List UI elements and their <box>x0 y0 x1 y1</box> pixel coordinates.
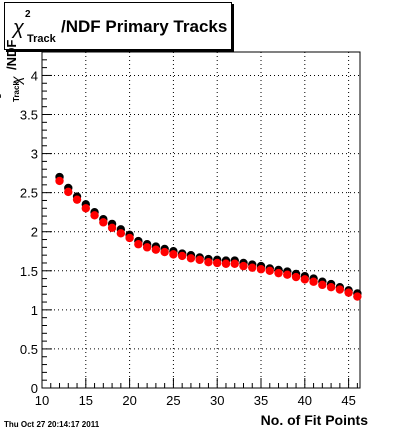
y-tick-label: 0.5 <box>20 342 38 357</box>
axis-ticks <box>41 51 358 389</box>
y-tick-label: 1.5 <box>20 264 38 279</box>
data-point-red <box>55 176 64 186</box>
y-tick-label: 4 <box>31 68 38 83</box>
data-point-red <box>160 247 169 257</box>
data-point-red <box>300 275 310 284</box>
chart-title: /NDF Primary Tracks <box>61 17 228 36</box>
title-superscript: 2 <box>25 9 31 20</box>
ylabel-superscript: 2 <box>0 94 3 98</box>
y-axis-label: 2 χ Track /NDF <box>0 40 54 130</box>
y-tick-label: 3 <box>31 147 38 162</box>
y-tick-label: 3.5 <box>20 108 38 123</box>
data-point-red <box>177 251 187 261</box>
title-subscript: Track <box>27 33 56 45</box>
data-point-red <box>107 223 117 233</box>
y-tick-label: 0 <box>31 381 38 396</box>
data-point-red <box>326 283 336 292</box>
data-point-red <box>265 266 274 275</box>
x-tick-label: 10 <box>35 393 49 408</box>
data-points <box>55 172 362 301</box>
date-stamp: Thu Oct 27 20:14:17 2011 <box>4 420 100 429</box>
grid-lines <box>41 52 360 389</box>
title-chi-symbol: χ <box>13 17 24 39</box>
data-point-red <box>151 245 161 254</box>
data-point-red <box>309 277 318 286</box>
data-point-red <box>274 268 283 278</box>
axis-tick-labels: 10 15 20 25 30 35 40 45 0 0.5 1 1.5 2 2.5 3 3.5 4 <box>20 68 356 408</box>
y-tick-label: 1 <box>31 303 38 318</box>
data-point-red <box>335 285 345 294</box>
x-tick-label: 35 <box>254 393 268 408</box>
data-point-red <box>353 292 362 301</box>
x-tick-label: 30 <box>210 393 224 408</box>
y-tick-label: 2 <box>31 225 38 240</box>
data-point-red <box>169 250 178 259</box>
chart-title-box: χ 2 Track /NDF Primary Tracks <box>4 2 232 50</box>
data-point-red <box>318 280 327 290</box>
data-point-red <box>90 211 99 220</box>
data-point-red <box>195 255 204 265</box>
data-point-red <box>116 229 126 238</box>
data-point-red <box>239 261 248 271</box>
data-point-red <box>256 265 266 274</box>
ylabel-text: /NDF <box>4 39 19 70</box>
x-axis-label: No. of Fit Points <box>260 412 368 428</box>
x-tick-label: 20 <box>122 393 136 408</box>
data-point-red <box>64 187 73 197</box>
data-point-red <box>204 257 213 267</box>
ylabel-subscript: Track <box>12 81 21 102</box>
data-point-red <box>230 259 239 268</box>
data-point-red <box>125 233 134 243</box>
x-tick-label: 15 <box>79 393 93 408</box>
data-point-red <box>344 288 353 297</box>
plot-frame <box>41 51 361 389</box>
data-point-red <box>221 259 231 268</box>
data-point-red <box>283 270 292 279</box>
x-tick-label: 25 <box>166 393 180 408</box>
data-point-red <box>72 195 82 204</box>
data-point-red <box>213 258 222 268</box>
data-point-red <box>142 243 152 252</box>
data-point-red <box>134 240 143 249</box>
y-tick-label: 2.5 <box>20 186 38 201</box>
data-point-red <box>291 272 301 282</box>
data-point-red <box>99 218 108 227</box>
data-point-red <box>186 254 196 263</box>
x-tick-label: 45 <box>341 393 355 408</box>
data-point-red <box>248 263 257 272</box>
data-point-red <box>81 204 91 213</box>
x-tick-label: 40 <box>298 393 312 408</box>
